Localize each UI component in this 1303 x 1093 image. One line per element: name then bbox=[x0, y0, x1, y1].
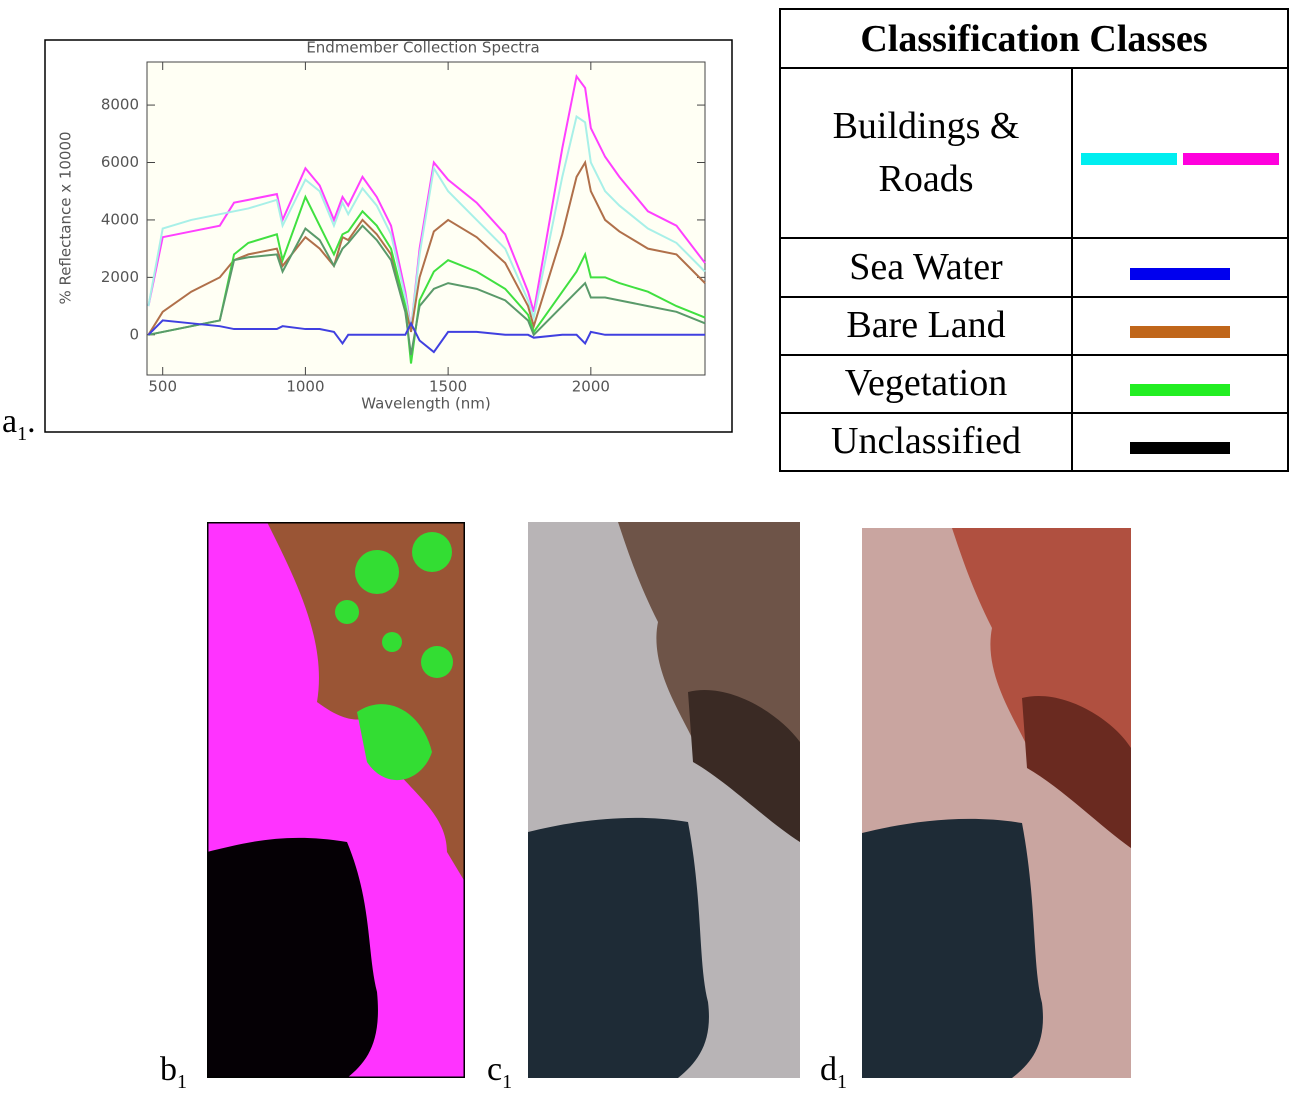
x-tick-label: 1000 bbox=[286, 378, 324, 396]
image-classified bbox=[207, 522, 465, 1078]
class-label: Vegetation bbox=[779, 354, 1073, 414]
table-row: Unclassified bbox=[779, 412, 1289, 472]
class-swatch bbox=[1130, 442, 1230, 454]
x-tick-label: 2000 bbox=[572, 378, 610, 396]
panel-label: b1 bbox=[160, 1053, 187, 1092]
label-sub: 1 bbox=[837, 1070, 847, 1093]
label-letter: b bbox=[160, 1051, 177, 1088]
legend-table: Classification Classes Buildings & Roads… bbox=[779, 8, 1289, 472]
y-tick-label: 0 bbox=[129, 325, 139, 343]
class-swatch bbox=[1130, 267, 1230, 280]
y-tick-label: 6000 bbox=[101, 153, 139, 171]
label-letter: c bbox=[487, 1051, 503, 1088]
class-swatch bbox=[1183, 153, 1279, 165]
spectrum-line bbox=[147, 319, 705, 354]
y-tick-label: 4000 bbox=[101, 210, 139, 228]
y-tick-label: 8000 bbox=[101, 96, 139, 114]
y-tick-label: 2000 bbox=[101, 268, 139, 286]
x-tick-label: 500 bbox=[148, 378, 177, 396]
label-end: . bbox=[27, 403, 36, 440]
class-label: Buildings & Roads bbox=[779, 67, 1073, 239]
spectrum-line bbox=[147, 159, 706, 336]
chart-title: Endmember Collection Spectra bbox=[306, 39, 539, 57]
panel-label: a1. bbox=[2, 405, 36, 444]
image-true-color bbox=[528, 522, 800, 1078]
class-label: Bare Land bbox=[779, 296, 1073, 356]
label-sub: 1 bbox=[502, 1070, 513, 1093]
table-row: Buildings & Roads bbox=[779, 67, 1289, 239]
spectrum-line bbox=[148, 224, 706, 356]
x-axis-label: Wavelength (nm) bbox=[361, 395, 491, 413]
chart: Endmember Collection Spectra Wavelength … bbox=[44, 39, 733, 433]
panel-label: d1 bbox=[820, 1053, 847, 1092]
label-sub: 1 bbox=[177, 1070, 187, 1093]
class-swatch bbox=[1130, 326, 1230, 338]
class-swatch-cell bbox=[1071, 354, 1289, 414]
spectrum-line bbox=[147, 114, 706, 330]
class-swatch-cell bbox=[1071, 296, 1289, 356]
class-swatch-cell bbox=[1071, 67, 1289, 239]
image-false-color bbox=[862, 528, 1131, 1078]
class-swatch bbox=[1081, 153, 1177, 165]
y-axis-label: % Reflectance x 10000 bbox=[57, 131, 75, 304]
class-swatch bbox=[1130, 384, 1230, 396]
table-row: Sea Water bbox=[779, 237, 1289, 298]
class-label: Unclassified bbox=[779, 412, 1073, 472]
class-swatch-cell bbox=[1071, 412, 1289, 472]
table-row: Bare Land bbox=[779, 296, 1289, 356]
label-letter: a bbox=[2, 403, 18, 440]
label-sub: 1 bbox=[17, 422, 28, 445]
x-tick-label: 1500 bbox=[429, 378, 467, 396]
panel-label: c1 bbox=[487, 1053, 512, 1092]
class-swatch-cell bbox=[1071, 237, 1289, 298]
class-label: Sea Water bbox=[779, 237, 1073, 298]
table-header: Classification Classes bbox=[779, 8, 1289, 69]
label-letter: d bbox=[820, 1051, 837, 1088]
table-row: Vegetation bbox=[779, 354, 1289, 414]
